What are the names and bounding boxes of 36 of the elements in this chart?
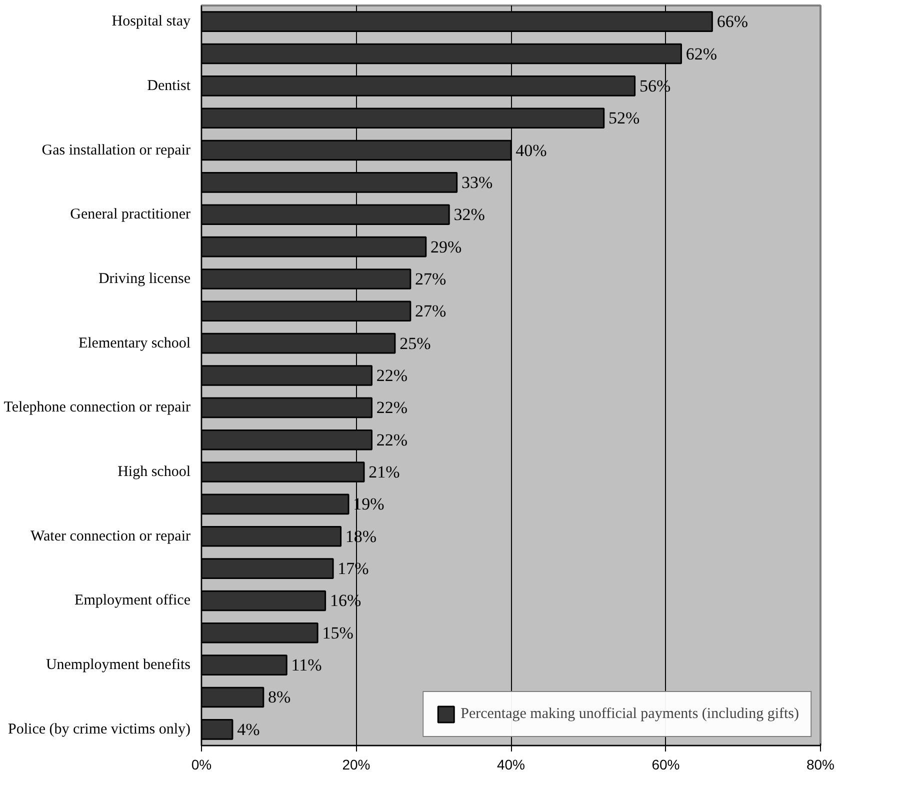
y-tick-label: Police (by crime victims only) bbox=[8, 721, 191, 738]
data-label: 25% bbox=[400, 334, 431, 353]
data-label: 62% bbox=[686, 44, 718, 64]
data-label: 21% bbox=[368, 462, 400, 482]
y-tick-label: High school bbox=[118, 464, 191, 480]
data-label: 40% bbox=[516, 140, 547, 160]
y-tick-label: Unemployment benefits bbox=[46, 657, 191, 674]
x-tick-label: 60% bbox=[652, 756, 680, 772]
y-tick-label: Water connection or repair bbox=[30, 528, 191, 544]
legend-label: Percentage making unofficial payments (including gifts) bbox=[460, 706, 799, 722]
y-tick-label: Gas installation or repair bbox=[42, 142, 191, 158]
x-tick-label: 40% bbox=[496, 756, 526, 772]
data-label: 22% bbox=[376, 398, 408, 418]
x-tick-label: 80% bbox=[806, 756, 835, 772]
y-tick-label: Hospital stay bbox=[112, 14, 191, 30]
data-label: 22% bbox=[376, 366, 408, 385]
data-label: 27% bbox=[415, 302, 446, 321]
data-label: 11% bbox=[291, 656, 322, 675]
y-tick-label: Dentist bbox=[147, 78, 192, 94]
data-label: 32% bbox=[454, 205, 485, 224]
data-label: 52% bbox=[608, 108, 640, 128]
data-label: 33% bbox=[461, 172, 493, 192]
data-label: 8% bbox=[268, 688, 291, 707]
y-tick-label: Elementary school bbox=[78, 335, 190, 352]
data-label: 29% bbox=[430, 237, 462, 256]
data-label: 4% bbox=[237, 720, 260, 739]
x-tick-label: 20% bbox=[342, 756, 370, 772]
data-label: 66% bbox=[716, 12, 748, 32]
y-tick-label: Telephone connection or repair bbox=[4, 400, 191, 416]
data-label: 27% bbox=[415, 269, 446, 288]
y-tick-label: General practitioner bbox=[70, 206, 191, 223]
data-label: 22% bbox=[376, 430, 408, 450]
x-tick-label: 0% bbox=[191, 756, 212, 772]
y-tick-label: Employment office bbox=[74, 592, 191, 609]
y-tick-label: Driving license bbox=[98, 270, 191, 287]
data-label: 15% bbox=[322, 623, 354, 642]
